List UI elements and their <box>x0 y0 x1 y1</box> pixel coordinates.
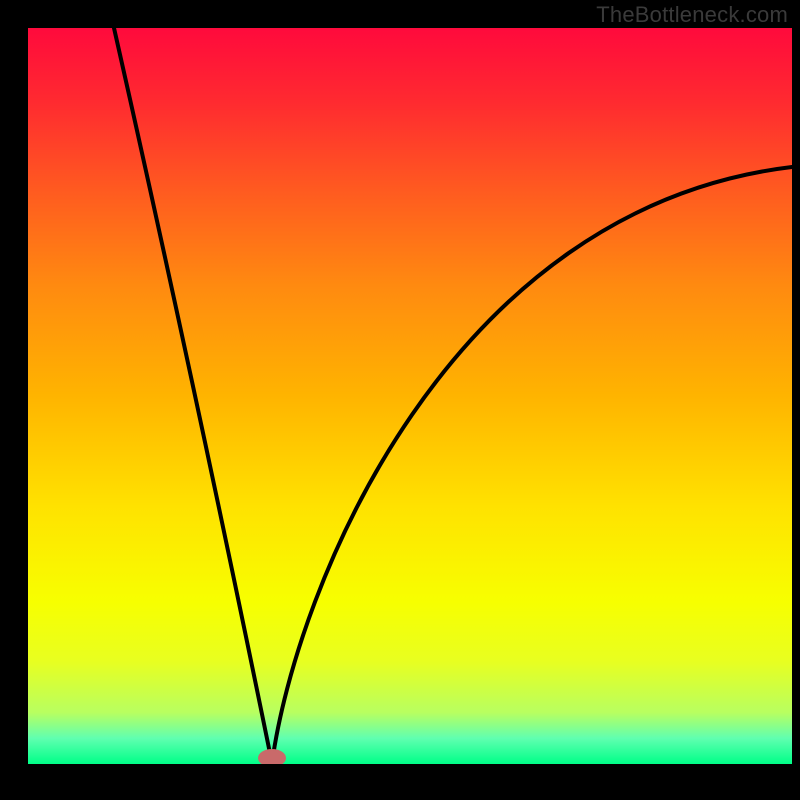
plot-area <box>28 28 792 764</box>
chart-container: TheBottleneck.com <box>0 0 800 800</box>
watermark-text: TheBottleneck.com <box>596 2 788 28</box>
gradient-background <box>28 28 792 764</box>
